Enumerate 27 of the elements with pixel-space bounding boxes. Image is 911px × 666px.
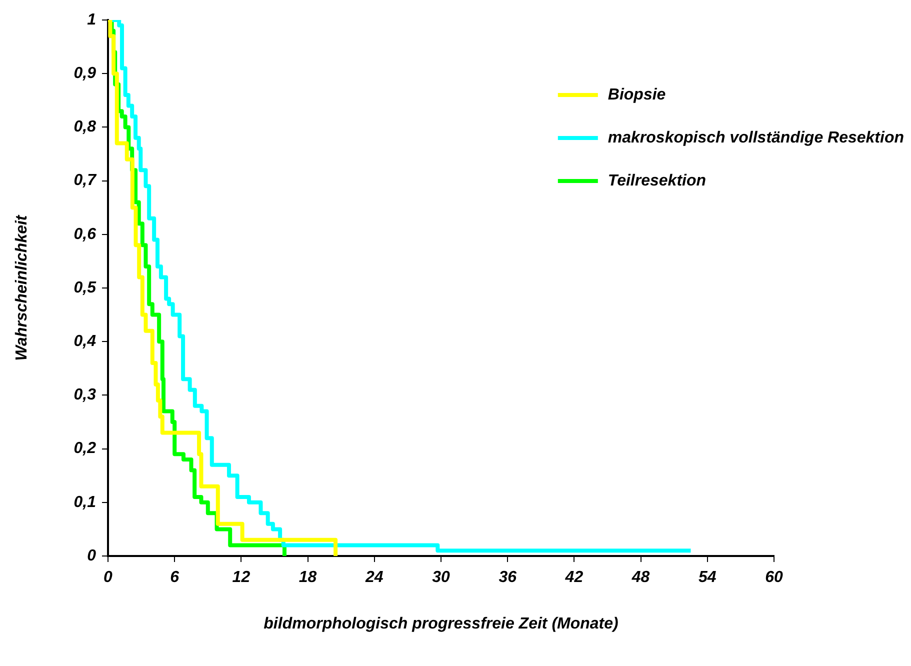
legend-label: Teilresektion xyxy=(608,172,706,190)
y-tick-label: 0,7 xyxy=(74,172,98,190)
y-tick-label: 0,1 xyxy=(74,494,96,511)
x-tick-label: 18 xyxy=(298,569,317,586)
x-tick-label: 6 xyxy=(170,569,180,586)
y-tick-label: 0 xyxy=(87,547,96,564)
x-tick-label: 30 xyxy=(432,569,450,586)
y-tick-label: 1 xyxy=(87,11,96,28)
y-tick-label: 0,9 xyxy=(74,65,96,82)
y-tick-label: 0,2 xyxy=(74,440,96,458)
y-tick-label: 0,3 xyxy=(74,386,96,404)
x-tick-label: 54 xyxy=(698,569,716,586)
y-tick-label: 0,5 xyxy=(74,279,98,296)
y-tick-label: 0,8 xyxy=(74,118,96,136)
x-tick-label: 48 xyxy=(630,569,650,586)
legend-label: makroskopisch vollständige Resektion xyxy=(608,129,904,146)
y-tick-label: 0,4 xyxy=(74,333,96,350)
x-axis-title: bildmorphologisch progressfreie Zeit (Monate) xyxy=(264,615,618,632)
x-tick-label: 60 xyxy=(765,569,783,586)
y-axis-title: Wahrscheinlichkeit xyxy=(13,214,30,361)
x-tick-label: 36 xyxy=(498,569,517,586)
legend-label: Biopsie xyxy=(608,86,666,104)
x-tick-label: 0 xyxy=(104,569,113,586)
x-tick-label: 24 xyxy=(364,569,384,586)
y-tick-label: 0,6 xyxy=(74,226,96,243)
x-tick-label: 42 xyxy=(564,569,584,586)
x-tick-label: 12 xyxy=(232,569,250,586)
